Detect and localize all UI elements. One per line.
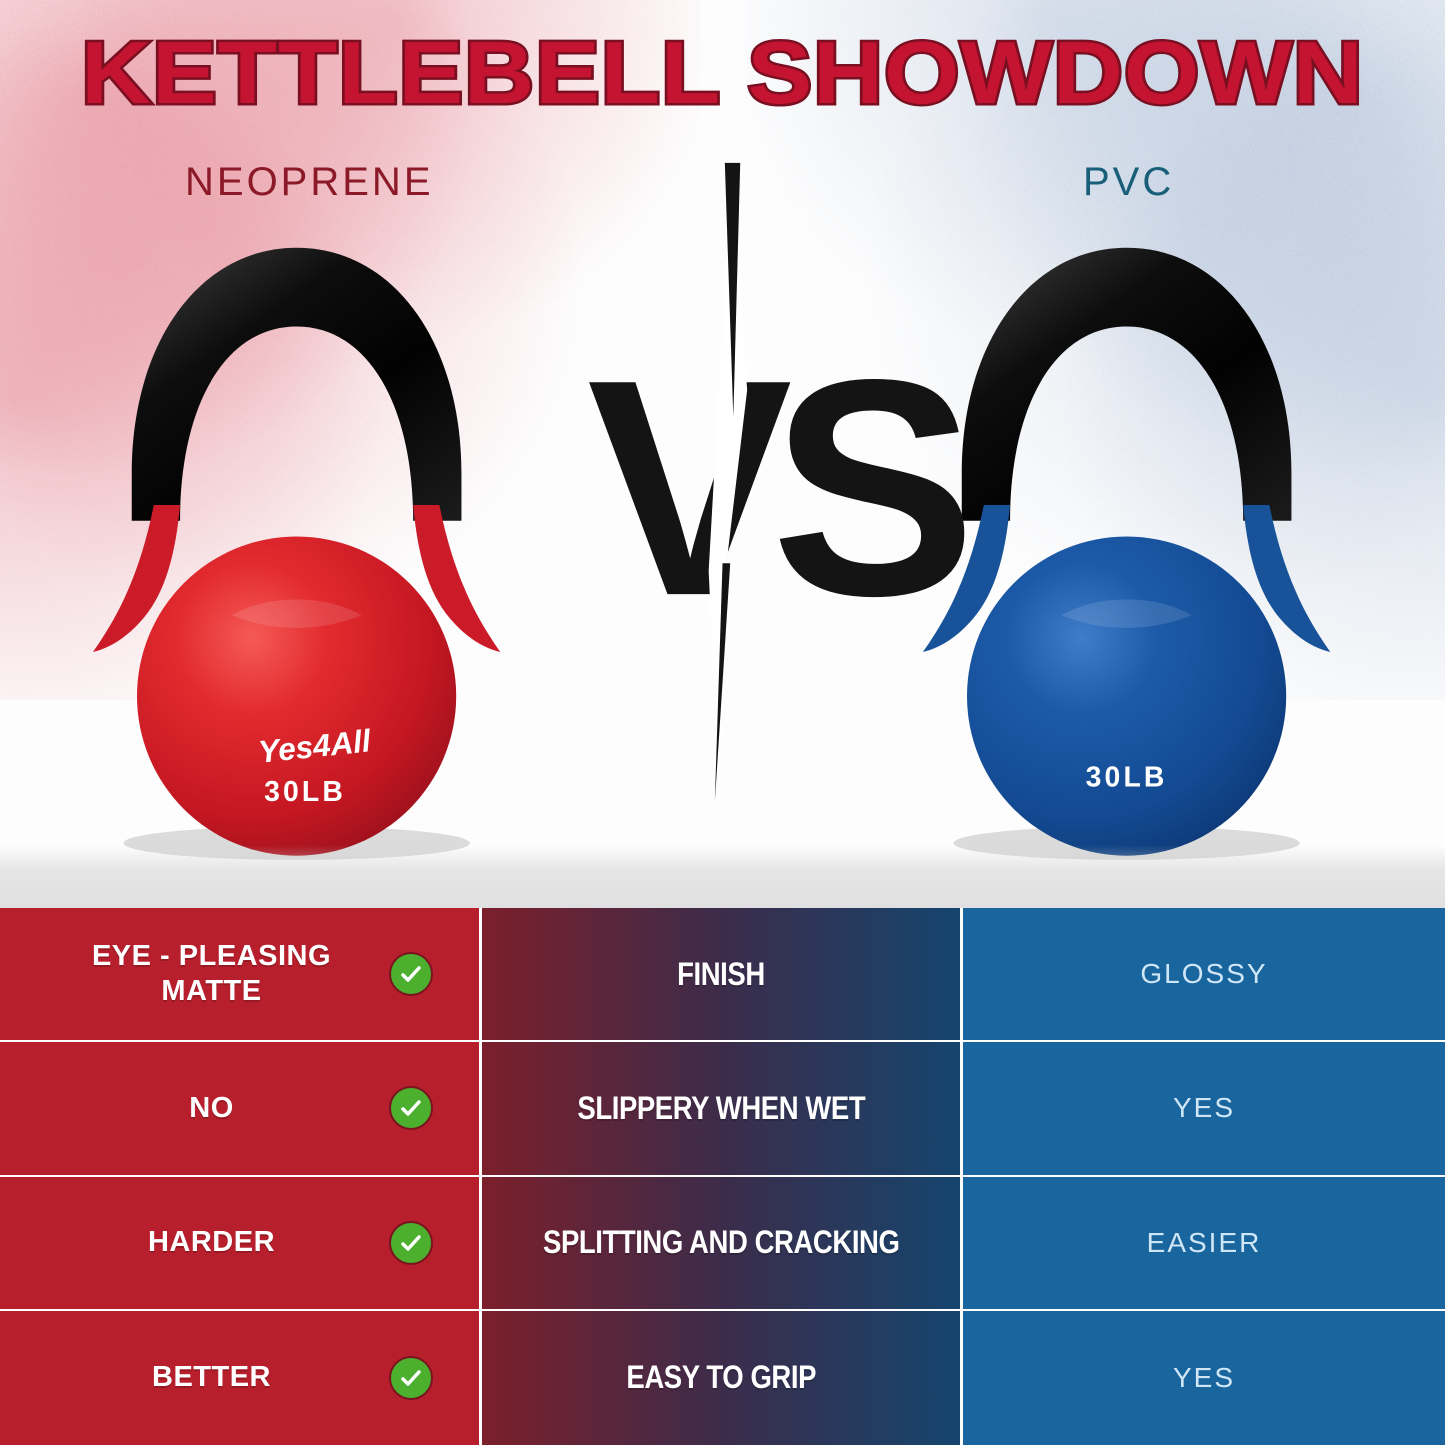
svg-text:30LB: 30LB <box>1086 761 1168 793</box>
svg-text:VS: VS <box>587 316 968 660</box>
svg-text:30LB: 30LB <box>264 776 346 808</box>
